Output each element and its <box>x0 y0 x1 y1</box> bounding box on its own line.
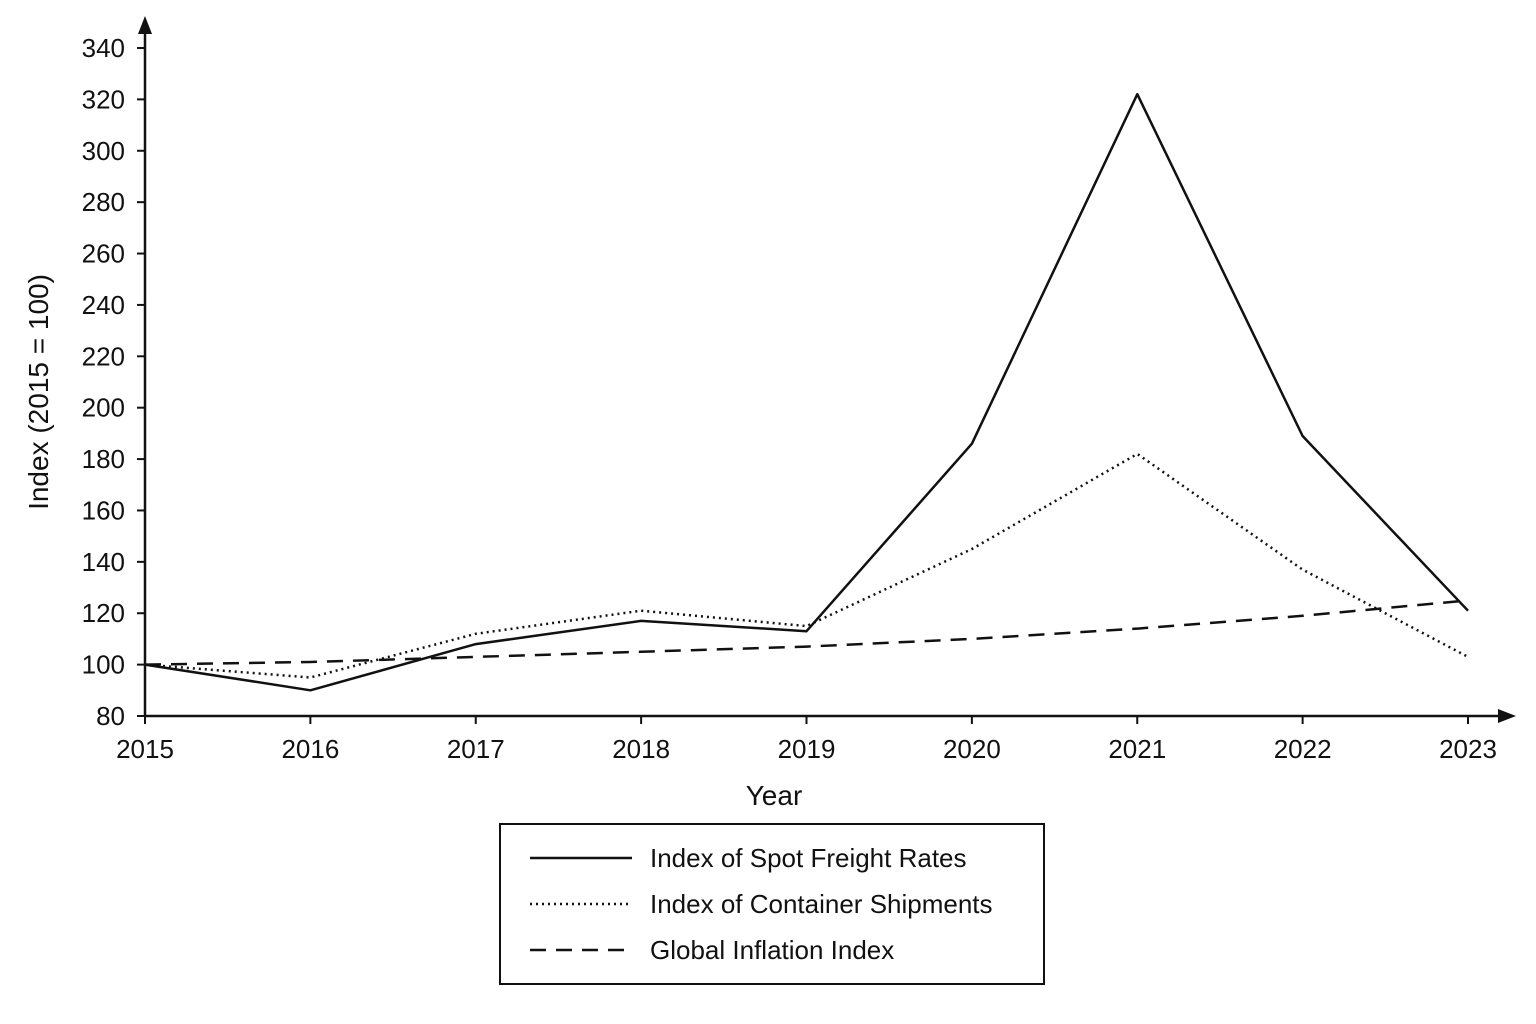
y-axis-title: Index (2015 = 100) <box>23 274 54 510</box>
y-tick-label: 240 <box>82 290 125 320</box>
x-axis-title: Year <box>746 780 803 811</box>
x-tick-label: 2019 <box>778 734 836 764</box>
y-tick-label: 80 <box>96 701 125 731</box>
legend-label-container-shipments: Index of Container Shipments <box>650 889 993 919</box>
y-tick-label: 140 <box>82 547 125 577</box>
x-tick-label: 2018 <box>612 734 670 764</box>
y-tick-label: 300 <box>82 136 125 166</box>
y-ticks: 80 100 120 140 160 180 200 220 240 260 280 300 320 34… <box>82 33 145 731</box>
x-tick-label: 2023 <box>1439 734 1497 764</box>
legend-label-global-inflation: Global Inflation Index <box>650 935 894 965</box>
series-lines <box>144 92 1469 692</box>
x-tick-label: 2020 <box>943 734 1001 764</box>
x-tick-label: 2016 <box>281 734 339 764</box>
x-tick-label: 2015 <box>116 734 174 764</box>
legend-label-spot-freight: Index of Spot Freight Rates <box>650 843 967 873</box>
axes <box>138 16 1516 723</box>
series-line-index-of-container-shipments <box>144 452 1469 679</box>
y-tick-label: 280 <box>82 187 125 217</box>
legend: Index of Spot Freight Rates Index of Con… <box>499 823 1045 985</box>
x-ticks: 2015 2016 2017 2018 2019 2020 2021 2022 2023 <box>116 716 1497 764</box>
y-tick-label: 260 <box>82 239 125 269</box>
x-tick-label: 2017 <box>447 734 505 764</box>
y-tick-label: 180 <box>82 444 125 474</box>
y-tick-label: 160 <box>82 495 125 525</box>
x-tick-label: 2021 <box>1108 734 1166 764</box>
y-tick-label: 200 <box>82 393 125 423</box>
y-tick-label: 220 <box>82 341 125 371</box>
y-tick-label: 320 <box>82 84 125 114</box>
y-tick-label: 120 <box>82 598 125 628</box>
series-line-index-of-spot-freight-rates <box>144 92 1469 692</box>
x-axis-arrow <box>1498 709 1516 723</box>
y-axis-arrow <box>138 16 152 34</box>
x-tick-label: 2022 <box>1274 734 1332 764</box>
series-line-global-inflation-index <box>144 599 1469 666</box>
y-tick-label: 100 <box>82 650 125 680</box>
y-tick-label: 340 <box>82 33 125 63</box>
